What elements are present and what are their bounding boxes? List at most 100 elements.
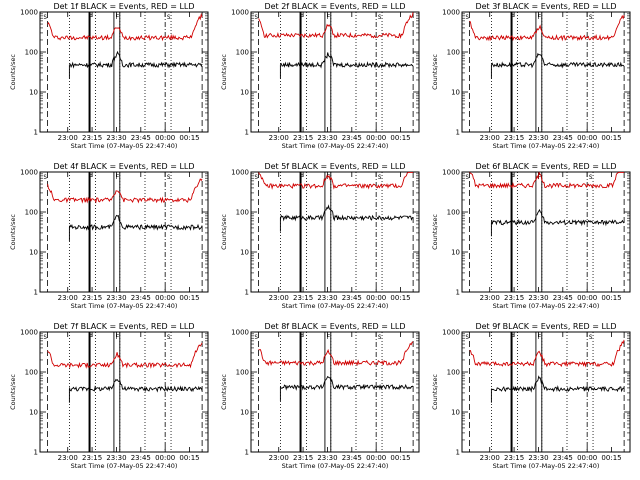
marker-label: S [254, 334, 258, 341]
panel-4: Det 4f BLACK = Events, RED = LLD 1 10 100 10… [9, 162, 209, 310]
y-tick-label: 100 [447, 369, 460, 377]
x-tick-label: 00:15 [601, 454, 621, 462]
panel-1: Det 1f BLACK = Events, RED = LLD 1 10 100 10… [9, 2, 209, 150]
x-tick-label: 23:00 [269, 134, 289, 142]
x-tick-label: 23:45 [553, 294, 573, 302]
plot-frame [39, 11, 209, 133]
marker-label: S [378, 174, 382, 181]
plot-frame [250, 11, 420, 133]
plot-frame [461, 11, 631, 133]
series-red [258, 12, 414, 39]
y-tick-label: 100 [236, 369, 249, 377]
marker-label: F [511, 334, 515, 341]
plot-frame [39, 331, 209, 453]
panel-6: Det 6f BLACK = Events, RED = LLD 1 10 100 10… [431, 162, 631, 310]
panel-title: Det 1f BLACK = Events, RED = LLD [53, 2, 194, 11]
marker-label: F [89, 14, 93, 21]
x-axis-label: Start Time (07-May-05 22:47:40) [493, 462, 600, 470]
y-tick-label: 1 [245, 449, 249, 457]
marker-label: S [589, 334, 593, 341]
x-tick-label: 23:00 [58, 294, 78, 302]
marker-label: F [116, 14, 120, 21]
y-tick-label: 10 [240, 249, 249, 257]
x-tick-label: 23:30 [528, 294, 548, 302]
y-tick-label: 1000 [20, 9, 38, 17]
series-black [69, 50, 203, 69]
marker-label: S [589, 14, 593, 21]
y-axis-label: Counts/sec [9, 214, 17, 250]
marker-label: F [300, 174, 304, 181]
marker-label: S [465, 174, 469, 181]
x-tick-label: 00:00 [577, 134, 597, 142]
y-tick-label: 100 [25, 369, 38, 377]
x-tick-label: 23:15 [82, 294, 102, 302]
y-tick-label: 10 [29, 409, 38, 417]
x-tick-label: 23:00 [269, 454, 289, 462]
y-tick-label: 1000 [442, 9, 460, 17]
series-black [490, 52, 625, 69]
x-tick-label: 23:15 [82, 454, 102, 462]
series-black [280, 52, 414, 69]
y-tick-label: 1 [245, 129, 249, 137]
y-axis-label: Counts/sec [220, 214, 228, 250]
x-axis-label: Start Time (07-May-05 22:47:40) [282, 462, 389, 470]
x-tick-label: 23:15 [82, 134, 102, 142]
y-axis-label: Counts/sec [431, 54, 439, 90]
y-tick-label: 1 [34, 289, 38, 297]
x-tick-label: 23:30 [106, 294, 126, 302]
y-axis-label: Counts/sec [220, 54, 228, 90]
y-tick-label: 10 [240, 89, 249, 97]
marker-label: F [511, 14, 515, 21]
y-tick-label: 100 [447, 209, 460, 217]
x-tick-label: 00:00 [366, 134, 386, 142]
panel-7: Det 7f BLACK = Events, RED = LLD 1 10 100 10… [9, 322, 209, 470]
series-red [469, 171, 625, 189]
x-tick-label: 23:15 [293, 454, 313, 462]
x-tick-label: 00:00 [577, 294, 597, 302]
panel-title: Det 2f BLACK = Events, RED = LLD [264, 2, 405, 11]
x-tick-label: 23:45 [342, 454, 362, 462]
marker-label: S [254, 174, 258, 181]
panel-title: Det 3f BLACK = Events, RED = LLD [475, 2, 616, 11]
y-axis-label: Counts/sec [431, 214, 439, 250]
y-tick-label: 10 [29, 89, 38, 97]
x-tick-label: 00:00 [155, 294, 175, 302]
marker-label: F [538, 174, 542, 181]
y-tick-label: 1 [456, 449, 460, 457]
x-tick-label: 00:15 [601, 134, 621, 142]
panel-2: Det 2f BLACK = Events, RED = LLD 1 10 100 10… [220, 2, 420, 150]
x-tick-label: 23:30 [106, 454, 126, 462]
x-tick-label: 00:00 [366, 454, 386, 462]
x-axis-label: Start Time (07-May-05 22:47:40) [493, 302, 600, 310]
x-tick-label: 00:00 [577, 454, 597, 462]
x-tick-label: 23:45 [342, 134, 362, 142]
marker-label: S [378, 14, 382, 21]
x-tick-label: 23:30 [317, 134, 337, 142]
x-tick-label: 23:30 [528, 134, 548, 142]
marker-label: F [327, 334, 331, 341]
panel-8: Det 8f BLACK = Events, RED = LLD 1 10 100 10… [220, 322, 420, 470]
x-tick-label: 23:45 [131, 134, 151, 142]
marker-label: S [589, 174, 593, 181]
y-axis-label: Counts/sec [9, 54, 17, 90]
series-black [68, 214, 203, 231]
x-tick-label: 00:15 [179, 134, 199, 142]
panel-5: Det 5f BLACK = Events, RED = LLD 1 10 100 10… [220, 162, 420, 310]
marker-label: S [43, 14, 47, 21]
x-tick-label: 23:00 [58, 454, 78, 462]
y-tick-label: 100 [25, 209, 38, 217]
y-axis-label: Counts/sec [220, 374, 228, 410]
marker-label: S [167, 14, 171, 21]
x-tick-label: 00:15 [390, 294, 410, 302]
y-tick-label: 1 [34, 449, 38, 457]
y-axis-label: Counts/sec [9, 374, 17, 410]
x-tick-label: 23:45 [553, 454, 573, 462]
x-tick-label: 23:30 [528, 454, 548, 462]
marker-label: S [167, 174, 171, 181]
y-tick-label: 10 [451, 409, 460, 417]
plot-frame [250, 331, 420, 453]
y-tick-label: 10 [451, 249, 460, 257]
x-tick-label: 23:15 [504, 294, 524, 302]
x-tick-label: 23:00 [480, 294, 500, 302]
x-axis-label: Start Time (07-May-05 22:47:40) [71, 462, 178, 470]
